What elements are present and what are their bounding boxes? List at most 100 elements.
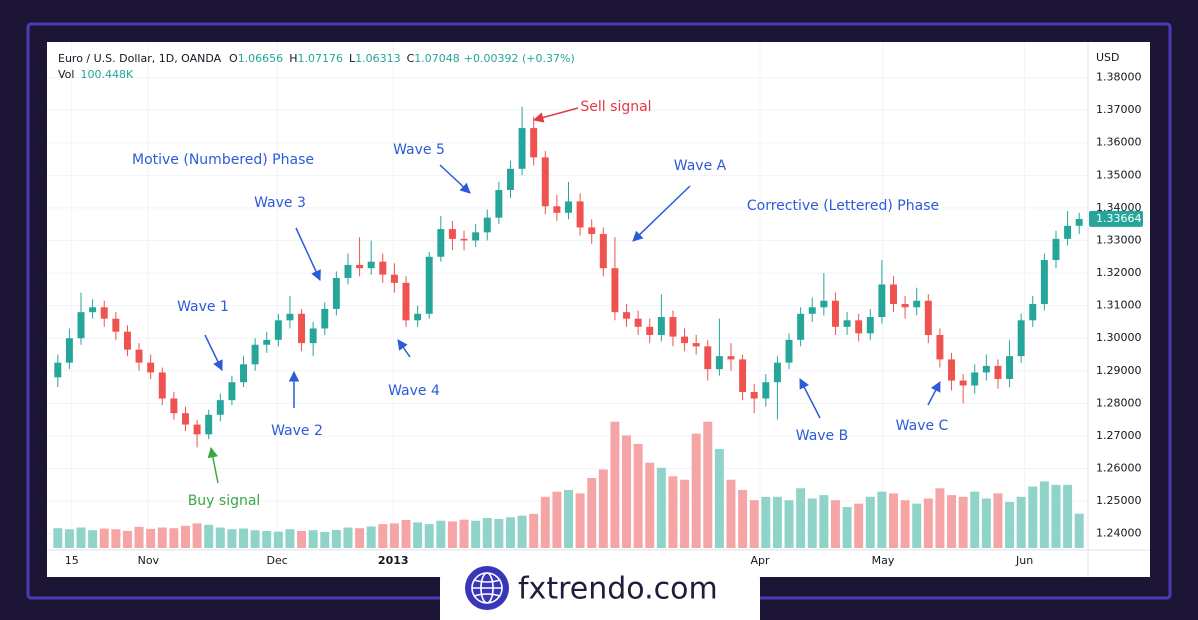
candle-body <box>309 328 317 344</box>
volume-bar <box>343 527 353 548</box>
annotation: Sell signal <box>580 99 651 115</box>
volume-bar <box>958 496 968 548</box>
annotation: Motive (Numbered) Phase <box>132 152 314 168</box>
volume-bar <box>250 530 260 548</box>
candle-body <box>541 157 549 207</box>
volume-bar <box>1051 484 1061 548</box>
candle-body <box>599 233 607 269</box>
volume-bar <box>889 493 898 548</box>
annotation: Buy signal <box>188 493 261 509</box>
volume-bar <box>761 496 771 548</box>
candle-body <box>692 343 700 347</box>
candle-body <box>1040 260 1048 305</box>
volume-bar <box>714 449 724 548</box>
y-tick-label: 1.24000 <box>1096 527 1142 540</box>
candle-body <box>298 313 306 344</box>
volume-bar <box>749 500 759 548</box>
brand-name: fxtrendo.com <box>518 572 718 607</box>
arrows <box>204 107 941 484</box>
volume-bar <box>1005 501 1015 548</box>
candle-body <box>390 274 398 283</box>
candle-body <box>367 261 375 269</box>
volume-bar <box>134 526 144 548</box>
volume-bar <box>273 531 283 548</box>
volume-bar <box>819 495 829 548</box>
volume-bar <box>320 531 330 548</box>
volume-bar <box>308 530 318 548</box>
volume-bar <box>680 479 690 548</box>
y-tick-label: 1.38000 <box>1096 71 1142 84</box>
volume-bar <box>297 530 307 548</box>
volume-bar <box>146 528 156 548</box>
candle-body <box>1064 225 1072 239</box>
y-tick-label: 1.30000 <box>1096 331 1142 344</box>
candle-body <box>205 414 213 435</box>
candle-body <box>437 229 445 257</box>
volume-bar <box>366 526 376 548</box>
volume-bar <box>796 488 806 548</box>
candle-body <box>123 331 131 350</box>
arrow <box>632 185 691 242</box>
arrow <box>397 339 411 358</box>
candle-body <box>878 284 886 318</box>
low-label: L <box>349 52 356 65</box>
candle-body <box>762 382 770 399</box>
volume-bar <box>564 489 573 548</box>
candle-body <box>251 344 259 365</box>
candle-body <box>100 307 108 319</box>
volume-bar <box>180 525 190 548</box>
candle-body <box>460 238 468 241</box>
open-label: O <box>229 52 238 65</box>
candle-body <box>54 362 62 378</box>
candle-body <box>65 338 73 363</box>
volume-bar <box>517 515 527 548</box>
candle-body <box>715 356 723 370</box>
last-price-label: 1.33664 <box>1096 212 1142 225</box>
volume-bar <box>1074 513 1084 548</box>
volume-bar <box>331 529 341 548</box>
candle-body <box>332 277 340 309</box>
arrow <box>532 107 579 123</box>
volume-bar <box>53 528 63 548</box>
volume-bar <box>215 527 225 548</box>
open-value: 1.06656 <box>238 52 284 65</box>
volume-bar <box>76 527 86 548</box>
arrow <box>799 378 821 419</box>
volume-bar <box>494 518 504 548</box>
volume-bar <box>424 524 434 548</box>
candle-body <box>808 307 816 314</box>
x-tick-label: Nov <box>138 554 160 567</box>
candle-body <box>994 365 1002 379</box>
candle-body <box>135 349 143 363</box>
x-tick-label: 15 <box>65 554 79 567</box>
candle-body <box>611 268 619 313</box>
candle-body <box>866 317 874 334</box>
arrow <box>927 381 941 406</box>
volume-bar <box>784 500 794 548</box>
x-tick-label: Apr <box>750 554 770 567</box>
y-tick-label: 1.28000 <box>1096 396 1142 409</box>
volume-bar <box>726 479 736 548</box>
annotation: Wave 3 <box>254 195 306 211</box>
volume-bar <box>1016 496 1026 548</box>
candle-body <box>901 304 909 308</box>
y-tick-label: 1.26000 <box>1096 462 1142 475</box>
volume-bar <box>923 498 933 548</box>
y-tick-label: 1.36000 <box>1096 136 1142 149</box>
candle-body <box>669 317 677 337</box>
candle-body <box>576 201 584 228</box>
candle-body <box>623 312 631 319</box>
candle-body <box>356 264 364 269</box>
arrow <box>207 446 219 484</box>
volume-bar <box>192 523 202 548</box>
candle-body <box>483 217 491 233</box>
volume-bar <box>877 491 887 548</box>
x-tick-label: May <box>872 554 895 567</box>
volume-header: Vol 100.448K <box>58 68 134 81</box>
volume-bar <box>575 493 585 548</box>
y-tick-label: 1.31000 <box>1096 299 1142 312</box>
candle-body <box>506 168 514 190</box>
axis-unit: USD <box>1096 51 1120 64</box>
candle-body <box>890 284 897 305</box>
